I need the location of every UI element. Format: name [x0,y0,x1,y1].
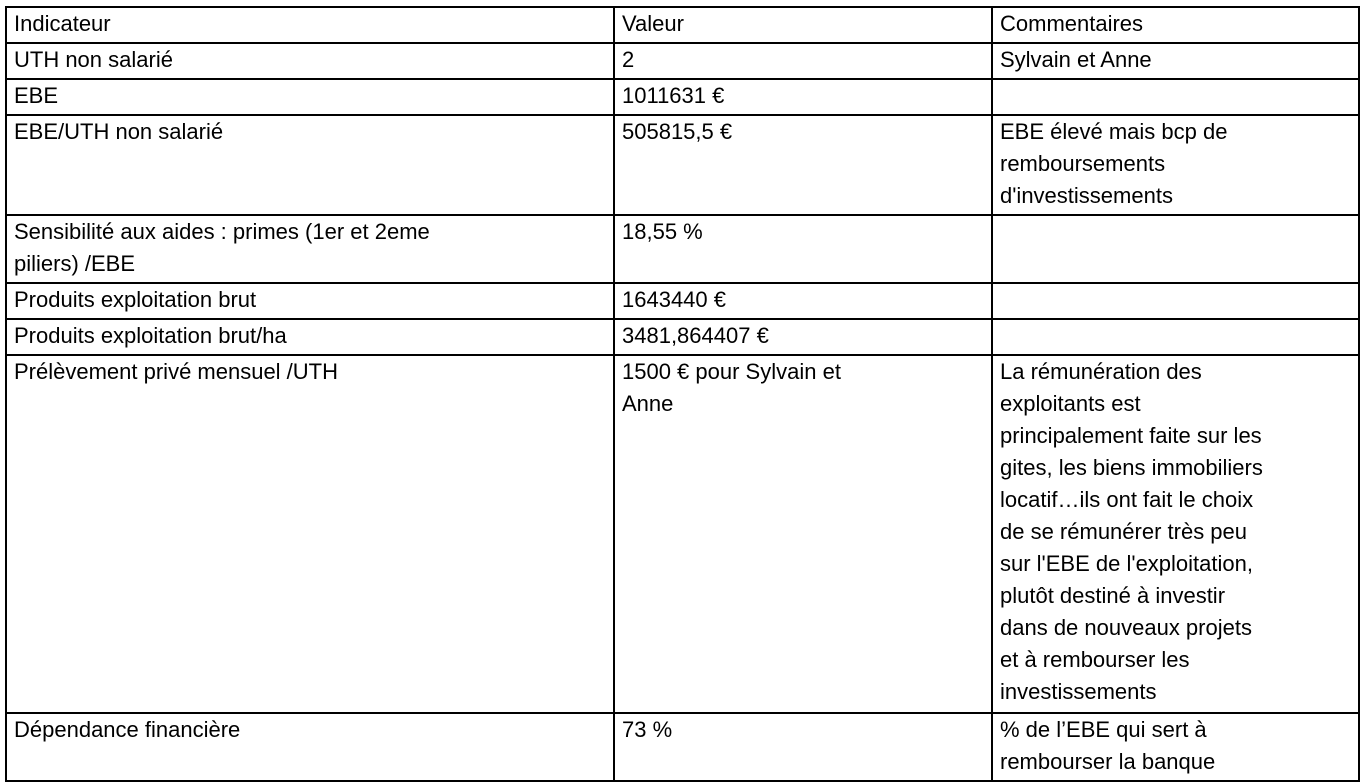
cell-value: 2 [613,42,993,80]
cell-value: 1643440 € [613,282,993,320]
table-row: Produits exploitation brut 1643440 € [5,282,1360,320]
table-row: Produits exploitation brut/ha 3481,86440… [5,318,1360,356]
cell-indicator: Dépendance financière [5,712,615,782]
cell-comment: % de l’EBE qui sert à rembourser la banq… [991,712,1360,782]
document-page: Indicateur Valeur Commentaires UTH non s… [5,6,1360,782]
cell-indicator: Prélèvement privé mensuel /UTH [5,354,615,714]
table-row: Prélèvement privé mensuel /UTH 1500 € po… [5,354,1360,714]
indicators-table: Indicateur Valeur Commentaires UTH non s… [5,6,1360,782]
cell-indicator: Produits exploitation brut/ha [5,318,615,356]
cell-comment: La rémunération des exploitants est prin… [991,354,1360,714]
table-row: EBE/UTH non salarié 505815,5 € EBE élevé… [5,114,1360,216]
cell-indicator: EBE [5,78,615,116]
cell-value: 73 % [613,712,993,782]
header-indicateur: Indicateur [5,6,615,44]
cell-comment: EBE élevé mais bcp de remboursements d'i… [991,114,1360,216]
table-row: Dépendance financière 73 % % de l’EBE qu… [5,712,1360,782]
table-row: UTH non salarié 2 Sylvain et Anne [5,42,1360,80]
cell-indicator: EBE/UTH non salarié [5,114,615,216]
cell-comment [991,318,1360,356]
cell-indicator: Sensibilité aux aides : primes (1er et 2… [5,214,615,284]
cell-value: 3481,864407 € [613,318,993,356]
cell-value: 505815,5 € [613,114,993,216]
cell-value: 1011631 € [613,78,993,116]
table-row: Sensibilité aux aides : primes (1er et 2… [5,214,1360,284]
table-row: EBE 1011631 € [5,78,1360,116]
cell-value: 18,55 % [613,214,993,284]
table-header-row: Indicateur Valeur Commentaires [5,6,1360,44]
cell-indicator: UTH non salarié [5,42,615,80]
cell-value: 1500 € pour Sylvain et Anne [613,354,993,714]
cell-comment [991,78,1360,116]
header-valeur: Valeur [613,6,993,44]
cell-comment [991,282,1360,320]
cell-comment [991,214,1360,284]
cell-comment: Sylvain et Anne [991,42,1360,80]
cell-indicator: Produits exploitation brut [5,282,615,320]
header-commentaires: Commentaires [991,6,1360,44]
